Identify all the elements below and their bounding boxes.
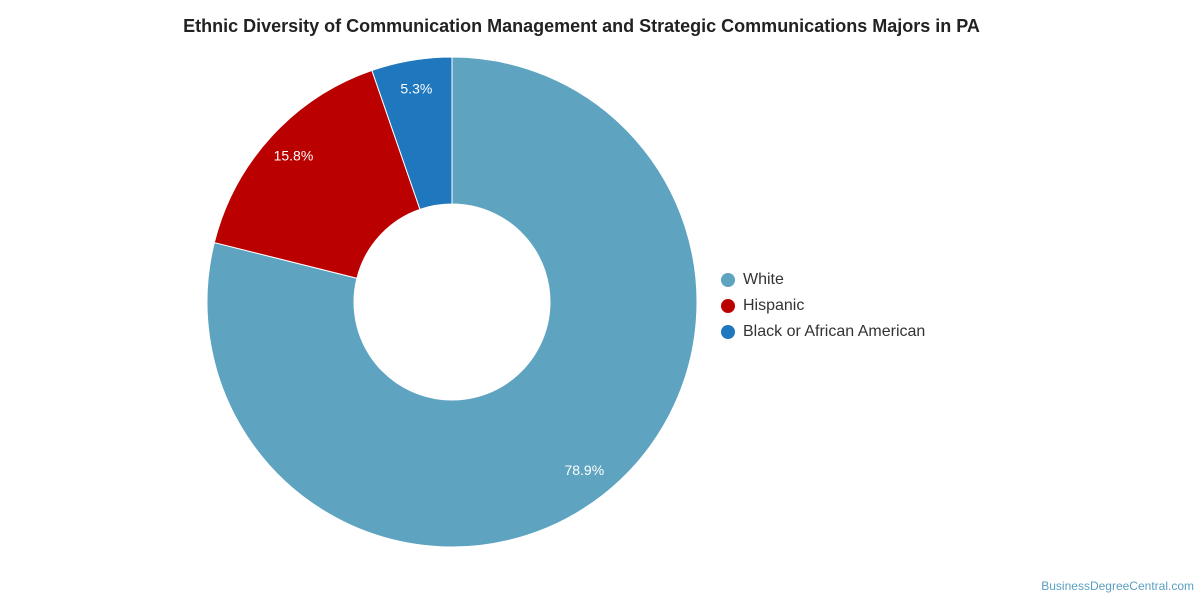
- slice-black-or-african-american[interactable]: [371, 56, 453, 211]
- slice-white[interactable]: [206, 56, 698, 548]
- legend-label-black-or-african-american: Black or African American: [743, 323, 926, 340]
- legend-item-black-or-african-american[interactable]: Black or African American: [721, 319, 925, 345]
- data-label-white: 78.9%: [564, 462, 604, 478]
- slice-hispanic[interactable]: [213, 69, 421, 279]
- legend-item-white[interactable]: White: [721, 267, 925, 293]
- legend-label-white: White: [743, 271, 784, 288]
- chart-title: Ethnic Diversity of Communication Manage…: [183, 16, 980, 36]
- data-label-black-or-african-american: 5.3%: [400, 81, 432, 97]
- legend-swatch-hispanic: [721, 299, 735, 313]
- legend: White Hispanic Black or African American: [721, 267, 925, 345]
- legend-swatch-black-or-african-american: [721, 325, 735, 339]
- legend-swatch-white: [721, 273, 735, 287]
- legend-item-hispanic[interactable]: Hispanic: [721, 293, 925, 319]
- legend-label-hispanic: Hispanic: [743, 297, 805, 314]
- watermark-link[interactable]: BusinessDegreeCentral.com: [1041, 579, 1194, 593]
- data-label-hispanic: 15.8%: [274, 148, 314, 164]
